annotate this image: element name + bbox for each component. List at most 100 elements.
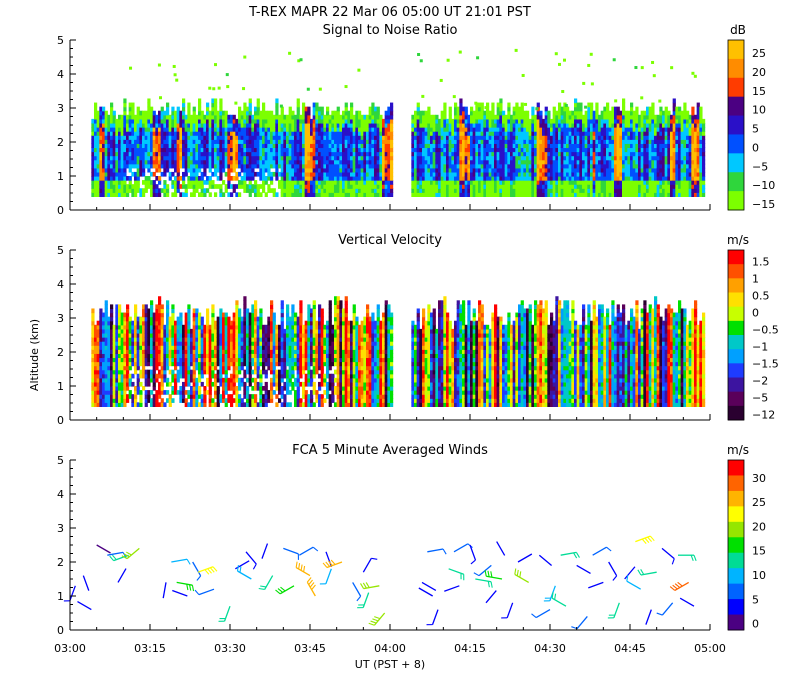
heatmap-cell bbox=[294, 192, 298, 197]
heatmap-cell bbox=[120, 184, 124, 189]
heatmap-cell bbox=[587, 184, 591, 189]
heatmap-cell bbox=[552, 151, 556, 157]
heatmap-cell bbox=[523, 192, 527, 197]
heatmap-cell bbox=[480, 151, 484, 157]
heatmap-cell bbox=[566, 159, 570, 165]
heatmap-cell bbox=[334, 147, 338, 153]
heatmap-cell bbox=[595, 110, 599, 116]
heatmap-cell bbox=[123, 163, 127, 169]
heatmap-cell bbox=[576, 143, 580, 149]
heatmap-cell bbox=[384, 118, 388, 124]
heatmap-cell bbox=[467, 159, 471, 165]
heatmap-cell bbox=[256, 110, 260, 116]
heatmap-cell bbox=[214, 135, 218, 140]
heatmap-cell bbox=[419, 188, 423, 193]
heatmap-cell bbox=[200, 188, 204, 193]
heatmap-cell bbox=[168, 122, 172, 128]
heatmap-cell bbox=[491, 143, 495, 149]
heatmap-cell bbox=[352, 118, 356, 124]
heatmap-cell bbox=[619, 167, 623, 173]
heatmap-cell bbox=[472, 159, 476, 165]
heatmap-cell bbox=[262, 176, 266, 181]
heatmap-cell bbox=[232, 131, 236, 136]
heatmap-cell bbox=[507, 118, 511, 124]
heatmap-cell bbox=[691, 114, 695, 120]
heatmap-cell bbox=[534, 188, 538, 193]
heatmap-cell bbox=[419, 143, 423, 149]
heatmap-cell bbox=[480, 118, 484, 124]
heatmap-cell bbox=[632, 122, 636, 128]
heatmap-cell bbox=[251, 171, 255, 177]
heatmap-cell bbox=[496, 135, 500, 140]
heatmap-cell bbox=[195, 151, 199, 157]
heatmap-cell bbox=[456, 192, 460, 197]
heatmap-cell bbox=[416, 171, 420, 177]
heatmap-cell bbox=[566, 155, 570, 161]
heatmap-cell bbox=[256, 122, 260, 128]
heatmap-cell bbox=[638, 163, 642, 169]
heatmap-cell bbox=[632, 139, 636, 144]
heatmap-cell bbox=[686, 143, 690, 149]
heatmap-cell bbox=[659, 188, 663, 193]
heatmap-cell bbox=[622, 127, 626, 132]
heatmap-cell bbox=[270, 139, 274, 144]
heatmap-cell bbox=[520, 118, 524, 124]
heatmap-cell bbox=[558, 118, 562, 124]
heatmap-cell bbox=[611, 143, 615, 149]
heatmap-cell bbox=[611, 155, 615, 161]
heatmap-cell bbox=[478, 188, 482, 193]
heatmap-cell bbox=[243, 188, 247, 193]
heatmap-cell bbox=[542, 127, 546, 132]
heatmap-cell bbox=[320, 155, 324, 161]
heatmap-cell bbox=[344, 171, 348, 177]
heatmap-cell bbox=[262, 122, 266, 128]
heatmap-cell bbox=[304, 151, 308, 157]
heatmap-cell bbox=[531, 176, 535, 181]
heatmap-cell bbox=[155, 163, 159, 169]
heatmap-cell bbox=[571, 159, 575, 165]
heatmap-cell bbox=[278, 151, 282, 157]
heatmap-cell bbox=[678, 176, 682, 181]
heatmap-cell bbox=[318, 110, 322, 116]
heatmap-cell bbox=[630, 114, 634, 120]
heatmap-cell bbox=[182, 151, 186, 157]
heatmap-cell bbox=[443, 127, 447, 132]
heatmap-cell bbox=[598, 135, 602, 140]
heatmap-cell bbox=[184, 135, 188, 140]
heatmap-cell bbox=[608, 110, 612, 116]
heatmap-cell bbox=[283, 188, 287, 193]
heatmap-cell bbox=[456, 135, 460, 140]
heatmap-cell bbox=[536, 188, 540, 193]
heatmap-cell bbox=[627, 118, 631, 124]
heatmap-cell bbox=[552, 143, 556, 149]
heatmap-cell bbox=[475, 143, 479, 149]
heatmap-cell bbox=[242, 87, 246, 91]
heatmap-cell bbox=[323, 159, 327, 165]
heatmap-cell bbox=[387, 118, 391, 124]
heatmap-cell bbox=[102, 369, 106, 375]
heatmap-cell bbox=[499, 139, 503, 144]
heatmap-cell bbox=[696, 102, 700, 108]
heatmap-cell bbox=[496, 127, 500, 132]
heatmap-cell bbox=[464, 131, 468, 136]
heatmap-cell bbox=[291, 163, 295, 169]
heatmap-cell bbox=[187, 159, 191, 165]
heatmap-cell bbox=[526, 192, 530, 197]
heatmap-cell bbox=[286, 180, 290, 185]
heatmap-cell bbox=[688, 180, 692, 185]
heatmap-cell bbox=[374, 131, 378, 136]
heatmap-cell bbox=[648, 176, 652, 181]
heatmap-cell bbox=[491, 122, 495, 128]
heatmap-cell bbox=[328, 155, 332, 161]
heatmap-cell bbox=[614, 139, 618, 144]
heatmap-cell bbox=[234, 101, 238, 105]
heatmap-cell bbox=[128, 163, 132, 169]
heatmap-cell bbox=[523, 171, 527, 177]
heatmap-cell bbox=[678, 127, 682, 132]
heatmap-cell bbox=[203, 122, 207, 128]
heatmap-cell bbox=[254, 159, 258, 165]
heatmap-cell bbox=[118, 155, 122, 161]
heatmap-cell bbox=[123, 180, 127, 185]
heatmap-cell bbox=[171, 110, 175, 116]
